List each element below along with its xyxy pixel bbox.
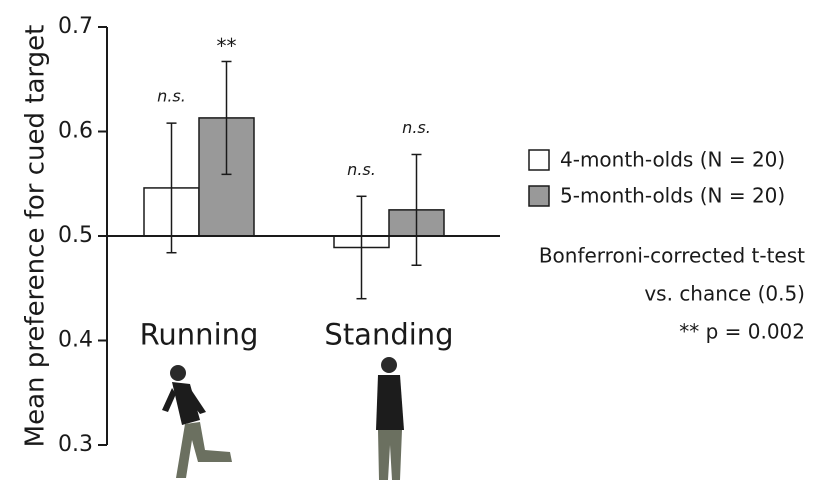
legend-swatch (528, 149, 550, 171)
note: ** p = 0.002 (679, 320, 805, 344)
note: vs. chance (0.5) (644, 282, 805, 306)
y-tick-label: 0.6 (58, 119, 93, 144)
category-label: Standing (324, 317, 453, 351)
significance-label: n.s. (347, 160, 376, 179)
running-figure (162, 365, 232, 478)
significance-label: n.s. (402, 118, 431, 137)
category-label: Running (140, 317, 259, 351)
legend-swatch (528, 185, 550, 207)
y-tick-label: 0.3 (58, 432, 93, 457)
legend-label: 4-month-olds (N = 20) (560, 148, 785, 172)
y-tick-label: 0.4 (58, 328, 93, 353)
standing-figure (376, 357, 404, 480)
significance-label: ** (217, 34, 237, 58)
note: Bonferroni-corrected t-test (539, 244, 805, 268)
significance-label: n.s. (157, 87, 186, 106)
y-tick-label: 0.7 (58, 14, 93, 39)
y-axis-label: Mean preference for cued target (21, 25, 51, 448)
y-tick-label: 0.5 (58, 223, 93, 248)
legend-label: 5-month-olds (N = 20) (560, 184, 785, 208)
